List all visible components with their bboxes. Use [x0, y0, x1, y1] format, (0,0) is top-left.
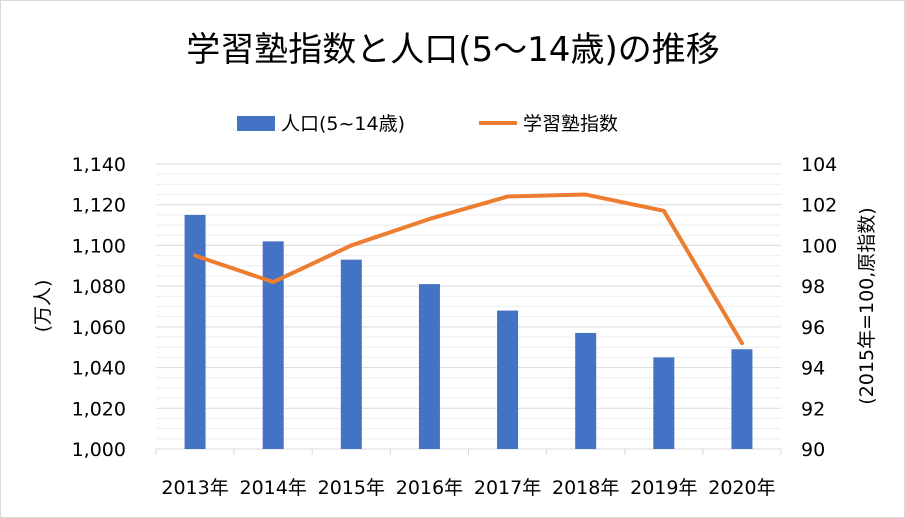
left-tick-label: 1,140 [72, 154, 126, 176]
bar-population-2014年 [262, 241, 284, 449]
left-tick-label: 1,080 [72, 276, 126, 298]
chart-title: 学習塾指数と人口(5～14歳)の推移 [186, 30, 719, 70]
bar-series-population [184, 214, 753, 449]
left-tick-label: 1,020 [72, 398, 126, 420]
x-tick-label: 2017年 [474, 477, 541, 499]
left-tick-label: 1,040 [72, 358, 126, 380]
bar-population-2019年 [653, 357, 675, 449]
legend-swatch-population [237, 116, 275, 131]
left-axis-ticks: 1,000 1,020 1,040 1,060 1,080 1,100 1,120 1,140 [72, 154, 126, 461]
x-tick-label: 2014年 [240, 477, 307, 499]
bar-population-2018年 [575, 332, 597, 449]
x-tick-label: 2015年 [318, 477, 385, 499]
right-axis-ticks: 90 92 94 96 98 100 102 104 [801, 154, 837, 461]
right-tick-label: 94 [801, 358, 825, 380]
bar-population-2017年 [497, 310, 519, 449]
x-axis-ticks: 2013年 2014年 2015年 2016年 2017年 2018年 2019年 2020年 [161, 477, 775, 499]
x-tick-label: 2020年 [708, 477, 775, 499]
legend-label-index: 学習塾指数 [523, 113, 618, 135]
bar-population-2013年 [184, 214, 206, 449]
x-tick-label: 2019年 [630, 477, 697, 499]
left-axis-title: (万人) [32, 280, 54, 333]
x-tick-label: 2013年 [161, 477, 228, 499]
x-tick-label: 2016年 [396, 477, 463, 499]
right-tick-label: 90 [801, 439, 825, 461]
left-tick-label: 1,060 [72, 317, 126, 339]
right-axis-title: (2015年=100,原指数) [856, 207, 878, 404]
bar-population-2020年 [731, 349, 753, 449]
x-tick-label: 2018年 [552, 477, 619, 499]
right-tick-label: 98 [801, 276, 825, 298]
legend: 人口(5~14歳) 学習塾指数 [237, 113, 618, 135]
bar-population-2016年 [418, 284, 440, 449]
bar-population-2015年 [340, 259, 362, 449]
right-tick-label: 102 [801, 195, 837, 217]
right-tick-label: 100 [801, 235, 837, 257]
right-tick-label: 96 [801, 317, 825, 339]
legend-label-population: 人口(5~14歳) [281, 113, 405, 135]
right-tick-label: 104 [801, 154, 837, 176]
left-tick-label: 1,120 [72, 195, 126, 217]
line-index-path [193, 192, 744, 346]
line-series-index [193, 192, 744, 346]
right-tick-label: 92 [801, 398, 825, 420]
left-tick-label: 1,000 [72, 439, 126, 461]
left-tick-label: 1,100 [72, 235, 126, 257]
